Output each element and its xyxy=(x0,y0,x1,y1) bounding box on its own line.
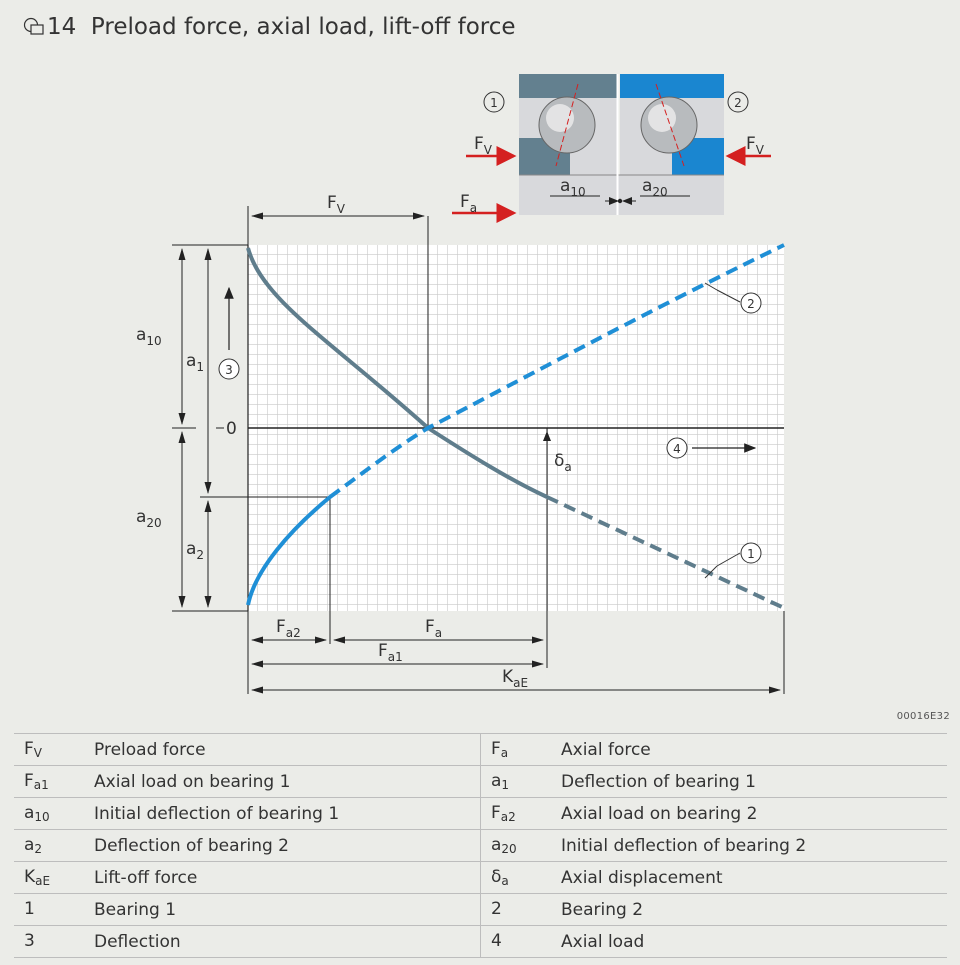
axial-force-arrow-label: Fa xyxy=(460,192,477,215)
fa2-label: Fa2 xyxy=(276,617,301,640)
axial-load-callout xyxy=(666,437,688,459)
caption-text: Preload force, axial load, lift-off forc… xyxy=(90,14,516,40)
legend-symbol: a20 xyxy=(480,829,561,862)
legend-description: Axial displacement xyxy=(561,861,947,894)
caption-number: 14 xyxy=(47,14,77,40)
svg-text:1: 1 xyxy=(490,96,498,110)
bearing1-outer-ring xyxy=(519,74,617,98)
legend-row: a10 Initial deflection of bearing 1 Fa2 Axi… xyxy=(14,797,947,830)
bearing1-curve xyxy=(246,247,548,499)
bearing-illustration: a10 a20 1 2 FV FV Fa xyxy=(452,74,771,223)
figure-caption: 14 Preload force, axial load, lift-off f… xyxy=(23,14,516,40)
a20-small-label: a20 xyxy=(642,176,668,199)
fa-label: Fa xyxy=(425,617,442,640)
legend-row: a2 Deflection of bearing 2 a20 Initial defl… xyxy=(14,829,947,862)
svg-text:2: 2 xyxy=(747,297,755,311)
fa1-label: Fa1 xyxy=(378,641,403,664)
legend-description: Axial load xyxy=(561,925,947,958)
delta-a-label: δa xyxy=(554,451,572,474)
legend-symbol: Fa2 xyxy=(480,797,561,830)
legend-row: 3 Deflection 4 Axial load xyxy=(14,925,947,958)
legend-symbol: a10 xyxy=(14,797,94,830)
deflection-callout xyxy=(218,358,240,380)
figure-id: 00016E32 xyxy=(896,711,950,722)
a10-label: a10 xyxy=(136,325,162,348)
legend-description: Initial deflection of bearing 1 xyxy=(94,797,481,830)
legend-description: Deflection of bearing 1 xyxy=(561,765,947,798)
legend-symbol: KaE xyxy=(14,861,94,894)
legend-symbol: 2 xyxy=(480,893,561,926)
preload-left-label: FV xyxy=(474,134,493,157)
legend-row: KaE Lift-off force δa Axial displacement xyxy=(14,861,947,894)
legend-symbol: 1 xyxy=(14,893,94,926)
a2-label: a2 xyxy=(186,539,204,562)
kae-label: KaE xyxy=(502,667,528,690)
figure-icon xyxy=(23,17,44,35)
bearing2-outer-ring xyxy=(620,74,724,98)
a20-label: a20 xyxy=(136,507,162,530)
bearing1-curve-extension xyxy=(546,495,785,610)
bearing1-callout xyxy=(483,91,505,113)
curve2-callout xyxy=(740,292,762,314)
legend-table: FV Preload force Fa Axial force Fa1 Axial loa… xyxy=(14,733,947,958)
legend-symbol: Fa xyxy=(480,733,561,766)
preload-diagram: a10 a20 1 2 FV FV Fa xyxy=(136,74,785,694)
legend-description: Bearing 2 xyxy=(561,893,947,926)
preload-right-label: FV xyxy=(746,134,765,157)
legend-description: Axial load on bearing 1 xyxy=(94,765,481,798)
legend-symbol: Fa1 xyxy=(14,765,94,798)
bearing2-curve xyxy=(246,495,332,606)
legend-description: Lift-off force xyxy=(94,861,481,894)
legend-row: Fa1 Axial load on bearing 1 a1 Deflection o… xyxy=(14,765,947,798)
zero-label: 0 xyxy=(226,419,237,439)
legend-description: Axial load on bearing 2 xyxy=(561,797,947,830)
svg-text:3: 3 xyxy=(225,363,233,377)
legend-description: Deflection xyxy=(94,925,481,958)
legend-description: Initial deflection of bearing 2 xyxy=(561,829,947,862)
svg-text:1: 1 xyxy=(747,547,755,561)
legend-symbol: a2 xyxy=(14,829,94,862)
a10-small-label: a10 xyxy=(560,176,586,199)
legend-description: Deflection of bearing 2 xyxy=(94,829,481,862)
legend-description: Bearing 1 xyxy=(94,893,481,926)
curve1-callout xyxy=(740,542,762,564)
a1-label: a1 xyxy=(186,351,204,374)
svg-text:4: 4 xyxy=(673,442,681,456)
legend-description: Axial force xyxy=(561,733,947,766)
fv-label: FV xyxy=(327,193,346,216)
legend-symbol: δa xyxy=(480,861,561,894)
legend-symbol: FV xyxy=(14,733,94,766)
legend-symbol: 4 xyxy=(480,925,561,958)
legend-symbol: 3 xyxy=(14,925,94,958)
shaft xyxy=(519,175,724,215)
legend-symbol: a1 xyxy=(480,765,561,798)
bearing2-callout xyxy=(727,91,749,113)
svg-text:2: 2 xyxy=(734,96,742,110)
legend-row: FV Preload force Fa Axial force xyxy=(14,733,947,766)
legend-row: 1 Bearing 1 2 Bearing 2 xyxy=(14,893,947,926)
legend-description: Preload force xyxy=(94,733,481,766)
